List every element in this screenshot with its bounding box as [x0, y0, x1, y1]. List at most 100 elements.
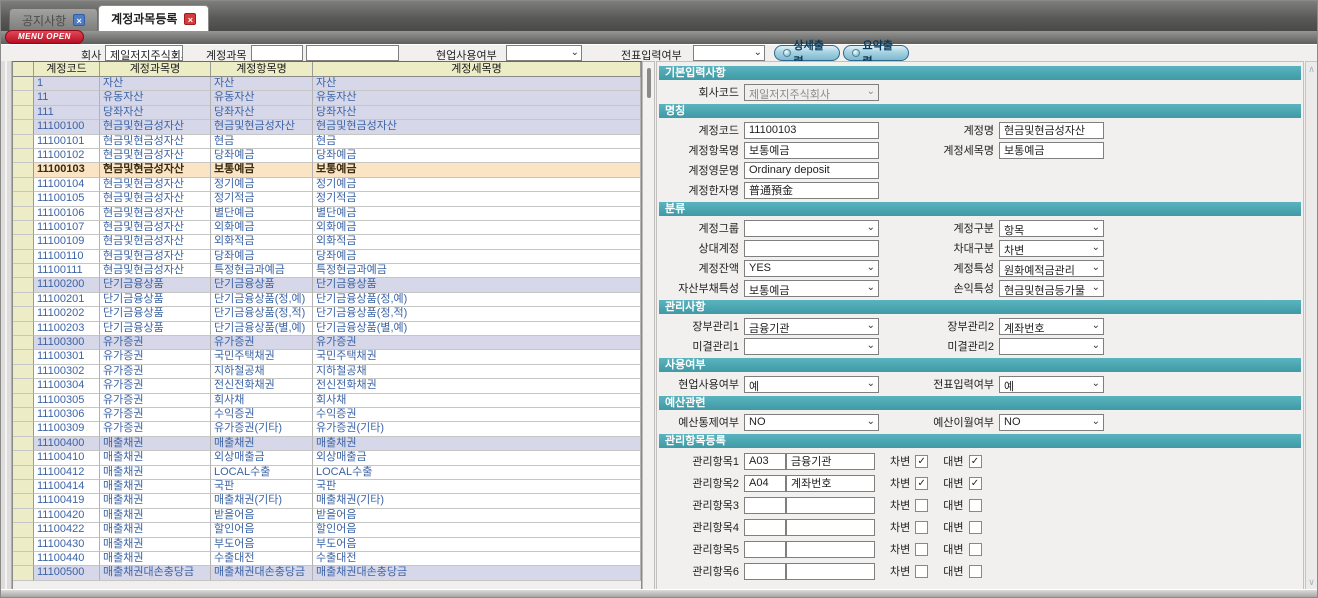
- row-selector-cell[interactable]: [13, 91, 34, 106]
- grid-row[interactable]: 11100414 매출채권 국판 국판: [13, 479, 641, 495]
- account-code-input[interactable]: [251, 45, 303, 61]
- grid-row[interactable]: 11100412 매출채권 LOCAL수출 LOCAL수출: [13, 465, 641, 480]
- row-selector-cell[interactable]: [13, 249, 34, 265]
- grid-row[interactable]: 11100500 매출채권대손충당금 매출채권대손충당금 매출채권대손충당금: [13, 566, 641, 581]
- row-selector-cell[interactable]: [13, 321, 34, 337]
- management-name-input[interactable]: [786, 496, 875, 514]
- grid-row[interactable]: 11100305 유가증권 회사채 회사채: [13, 393, 641, 408]
- management-name-input[interactable]: [786, 562, 875, 580]
- row-selector-cell[interactable]: [13, 393, 34, 408]
- field-select[interactable]: ⌄: [744, 337, 879, 355]
- debit-checkbox[interactable]: [915, 498, 929, 512]
- grid-row[interactable]: 11100302 유가증권 지하철공채 지하철공채: [13, 364, 641, 380]
- credit-checkbox[interactable]: ✓: [968, 454, 982, 468]
- panel-scrollbar[interactable]: ∧ ∨: [1305, 61, 1317, 591]
- grid-row[interactable]: 11100106 현금및현금성자산 별단예금 별단예금: [13, 206, 641, 221]
- row-selector-cell[interactable]: [13, 436, 34, 452]
- field-input[interactable]: [744, 181, 879, 199]
- row-selector-cell[interactable]: [13, 465, 34, 480]
- grid-row[interactable]: 11100304 유가증권 전신전화채권 전신전화채권: [13, 379, 641, 394]
- row-selector-cell[interactable]: [13, 220, 34, 236]
- field-select[interactable]: YES ⌄: [744, 259, 879, 277]
- grid-row[interactable]: 11 유동자산 유동자산 유동자산: [13, 91, 641, 106]
- field-select[interactable]: NO ⌄: [999, 413, 1104, 431]
- field-input[interactable]: [744, 121, 879, 139]
- summary-print-button[interactable]: 요약출력: [843, 40, 909, 68]
- chevron-down-icon[interactable]: ∨: [1308, 577, 1315, 587]
- grid-row[interactable]: 11100300 유가증권 유가증권 유가증권: [13, 336, 641, 351]
- row-selector-cell[interactable]: [13, 192, 34, 207]
- grid-row[interactable]: 11100309 유가증권 유가증권(기타) 유가증권(기타): [13, 422, 641, 437]
- grid-row[interactable]: 11100111 현금및현금성자산 특정현금과예금 특정현금과예금: [13, 264, 641, 279]
- close-icon[interactable]: ×: [73, 14, 86, 26]
- grid-row[interactable]: 11100201 단기금융상품 단기금융상품(정,예) 단기금융상품(정,예): [13, 292, 641, 308]
- grid-row[interactable]: 11100110 현금및현금성자산 당좌예금 당좌예금: [13, 249, 641, 265]
- left-splitter[interactable]: [1, 61, 12, 591]
- close-icon[interactable]: ×: [184, 12, 197, 25]
- menu-open-button[interactable]: MENU OPEN: [5, 30, 84, 44]
- row-selector-cell[interactable]: [13, 77, 34, 92]
- grid-row[interactable]: 1 자산 자산 자산: [13, 77, 641, 92]
- field-input[interactable]: [744, 239, 879, 257]
- row-selector-cell[interactable]: [13, 134, 34, 149]
- grid-row[interactable]: 11100104 현금및현금성자산 정기예금 정기예금: [13, 177, 641, 193]
- credit-checkbox[interactable]: [968, 498, 982, 512]
- tab-account-registration[interactable]: 계정과목등록 ×: [98, 5, 210, 31]
- grid-row[interactable]: 11100109 현금및현금성자산 외화적금 외화적금: [13, 235, 641, 250]
- account-name-input[interactable]: [306, 45, 399, 61]
- field-select[interactable]: 보통예금 ⌄: [744, 279, 879, 297]
- row-selector-cell[interactable]: [13, 264, 34, 279]
- grid-row[interactable]: 11100419 매출채권 매출채권(기타) 매출채권(기타): [13, 494, 641, 509]
- management-code-input[interactable]: [744, 496, 786, 514]
- debit-checkbox[interactable]: ✓: [915, 476, 929, 490]
- row-selector-cell[interactable]: [13, 364, 34, 380]
- row-selector-cell[interactable]: [13, 105, 34, 121]
- credit-checkbox[interactable]: [968, 520, 982, 534]
- debit-checkbox[interactable]: [915, 520, 929, 534]
- row-selector-cell[interactable]: [13, 566, 34, 581]
- row-selector-cell[interactable]: [13, 235, 34, 250]
- row-selector-cell[interactable]: [13, 120, 34, 135]
- row-selector-cell[interactable]: [13, 479, 34, 495]
- grid-row[interactable]: 111 당좌자산 당좌자산 당좌자산: [13, 105, 641, 121]
- credit-checkbox[interactable]: ✓: [968, 476, 982, 490]
- debit-checkbox[interactable]: ✓: [915, 454, 929, 468]
- grid-row[interactable]: 11100301 유가증권 국민주택채권 국민주택채권: [13, 350, 641, 365]
- field-input[interactable]: [744, 141, 879, 159]
- chevron-up-icon[interactable]: ∧: [1308, 64, 1315, 74]
- field-select[interactable]: ⌄: [744, 219, 879, 237]
- row-selector-cell[interactable]: [13, 148, 34, 164]
- field-select[interactable]: NO ⌄: [744, 413, 879, 431]
- row-selector-cell[interactable]: [13, 350, 34, 365]
- row-selector-cell[interactable]: [13, 336, 34, 351]
- grid-scrollbar[interactable]: [642, 61, 655, 591]
- field-select[interactable]: 예 ⌄: [744, 375, 879, 393]
- row-selector-cell[interactable]: [13, 537, 34, 552]
- grid-row[interactable]: 11100420 매출채권 받을어음 받을어음: [13, 508, 641, 524]
- row-selector-cell[interactable]: [13, 206, 34, 221]
- debit-checkbox[interactable]: [915, 542, 929, 556]
- row-selector-cell[interactable]: [13, 451, 34, 466]
- management-name-input[interactable]: [786, 518, 875, 536]
- grid-row[interactable]: 11100430 매출채권 부도어음 부도어음: [13, 537, 641, 552]
- field-select[interactable]: 원화예적금관리 ⌄: [999, 259, 1104, 277]
- row-selector-cell[interactable]: [13, 307, 34, 322]
- row-selector-cell[interactable]: [13, 523, 34, 538]
- slip-input-select[interactable]: ⌄: [693, 45, 765, 61]
- grid-row[interactable]: 11100105 현금및현금성자산 정기적금 정기적금: [13, 192, 641, 207]
- management-code-input[interactable]: [744, 540, 786, 558]
- grid-row[interactable]: 11100101 현금및현금성자산 현금 현금: [13, 134, 641, 149]
- field-input[interactable]: [999, 121, 1104, 139]
- grid-row[interactable]: 11100102 현금및현금성자산 당좌예금 당좌예금: [13, 148, 641, 164]
- row-selector-cell[interactable]: [13, 177, 34, 193]
- management-code-input[interactable]: [744, 518, 786, 536]
- grid-row[interactable]: 11100202 단기금융상품 단기금융상품(정,적) 단기금융상품(정,적): [13, 307, 641, 322]
- credit-checkbox[interactable]: [968, 542, 982, 556]
- tab-notice[interactable]: 공지사항 ×: [9, 8, 99, 31]
- management-name-input[interactable]: [786, 474, 875, 492]
- grid-row[interactable]: 11100100 현금및현금성자산 현금및현금성자산 현금및현금성자산: [13, 120, 641, 135]
- grid-row[interactable]: 11100203 단기금융상품 단기금융상품(별,예) 단기금융상품(별,예): [13, 321, 641, 337]
- grid-row[interactable]: 11100107 현금및현금성자산 외화예금 외화예금: [13, 220, 641, 236]
- management-name-input[interactable]: [786, 540, 875, 558]
- credit-checkbox[interactable]: [968, 564, 982, 578]
